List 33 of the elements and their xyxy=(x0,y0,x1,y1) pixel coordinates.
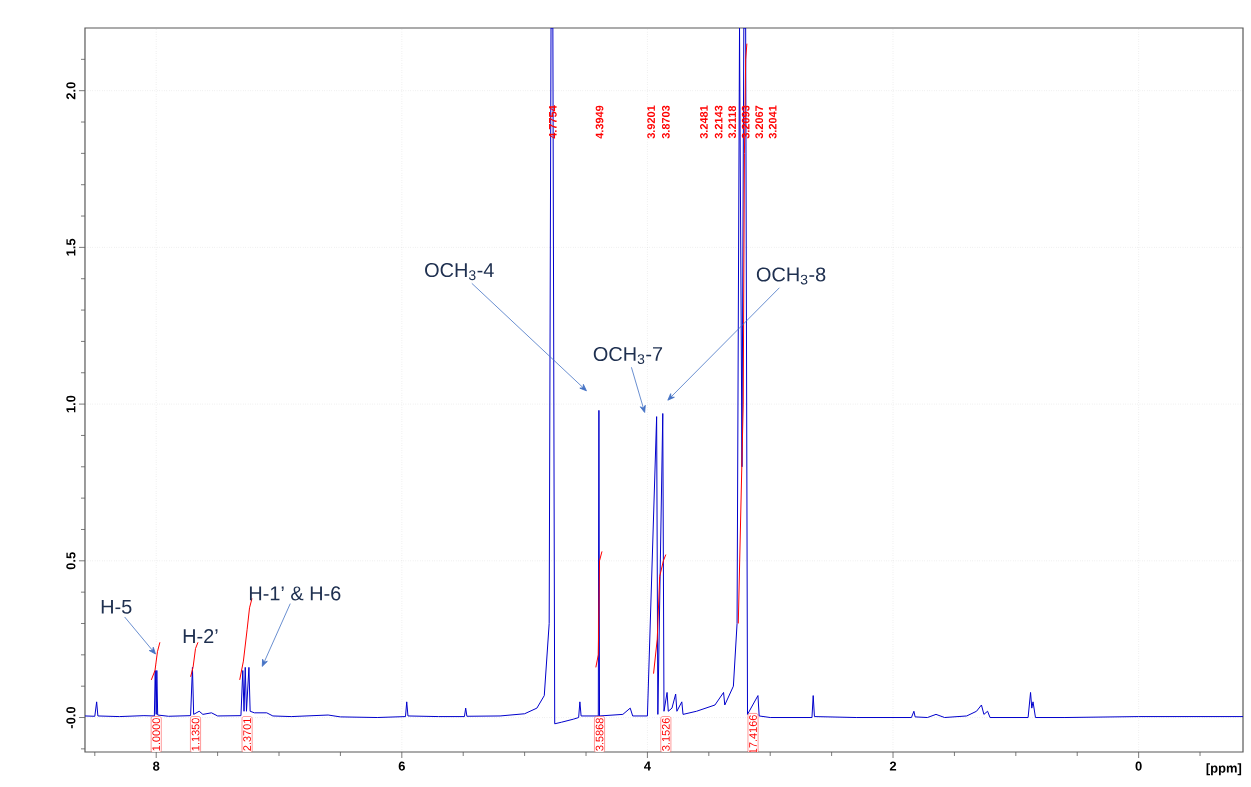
x-tick-label: 2 xyxy=(889,761,897,771)
annotation: 1.0000 xyxy=(152,718,161,751)
annotation: 3.2041 xyxy=(768,105,777,139)
x-axis-title: [ppm] xyxy=(1206,763,1242,776)
x-tick-label: 6 xyxy=(398,761,405,771)
annotation: 4.7754 xyxy=(549,105,557,139)
y-tick-label: 1.5 xyxy=(66,238,76,256)
annotation: 17.4166 xyxy=(749,715,757,754)
annotation: 2.3701 xyxy=(243,718,251,751)
y-tick-label: -0.0 xyxy=(66,706,76,729)
y-tick-label: 0.5 xyxy=(66,552,76,570)
annotation: 3.2143 xyxy=(714,105,723,139)
annotation: OCH$_{3}$-8 xyxy=(756,267,826,285)
annotation: 4.3949 xyxy=(595,105,604,139)
annotation: OCH$_{3}$-7 xyxy=(593,346,663,365)
annotation: H-2’ xyxy=(183,629,218,643)
annotation: H-5 xyxy=(101,599,132,614)
annotation: 3.2118 xyxy=(728,105,737,139)
x-tick-label: 0 xyxy=(1135,761,1142,771)
x-tick-label: 4 xyxy=(644,761,651,771)
annotation: 3.5868 xyxy=(595,718,604,751)
annotation: 1.1350 xyxy=(191,718,200,751)
annotation: 3.8703 xyxy=(661,105,670,139)
y-tick-label: 1.0 xyxy=(66,395,76,413)
annotation: 3.1526 xyxy=(661,718,670,751)
y-tick-label: 2.0 xyxy=(66,82,76,100)
x-tick-label: 8 xyxy=(153,761,160,771)
annotation: 3.2067 xyxy=(755,105,764,139)
annotation: H-1’ & H-6 xyxy=(249,586,341,601)
annotation: 3.2481 xyxy=(700,105,708,139)
annotation: OCH$_{3}$-4 xyxy=(425,262,494,281)
annotation: 3.9201 xyxy=(647,105,655,139)
annotation: 3.2093 xyxy=(741,105,750,139)
